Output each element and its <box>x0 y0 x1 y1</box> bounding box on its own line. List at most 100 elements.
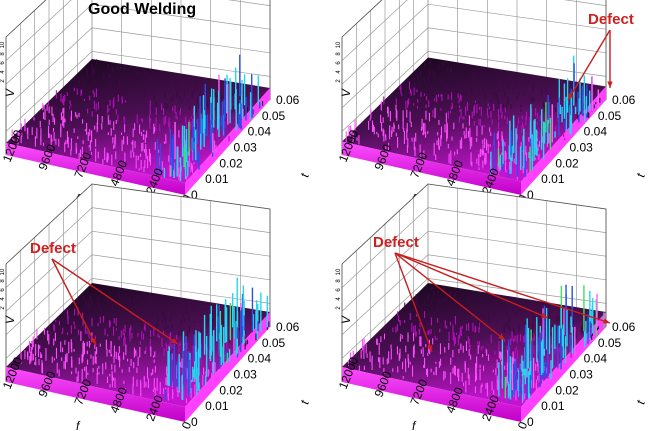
t-axis-label: t <box>297 171 312 178</box>
defect-arrow-line <box>394 252 549 319</box>
t-tick-label: 0.04 <box>584 125 608 139</box>
defect-arrow-head <box>568 93 574 100</box>
defect-label: Defect <box>30 240 76 257</box>
t-tick-label: 0.02 <box>555 156 579 170</box>
grid-line <box>5 207 271 288</box>
v-tick-label: 6 <box>0 61 6 65</box>
v-axis-label: V <box>3 88 17 97</box>
surface-peaks <box>164 277 269 401</box>
surface-spikes <box>345 58 601 180</box>
defect-arrow-head <box>427 345 433 352</box>
t-tick-label: 0.01 <box>205 172 229 186</box>
defect-arrow-line <box>394 252 433 353</box>
v-tick-label: 6 <box>0 288 6 292</box>
v-tick-label: 4 <box>336 70 342 74</box>
t-tick-label: 0.01 <box>541 172 565 186</box>
back-walls <box>341 0 607 156</box>
v-tick-label: 10 <box>0 268 6 275</box>
grid-line <box>341 51 607 132</box>
v-tick-label: 4 <box>0 297 6 301</box>
v-tick-label: 8 <box>0 52 6 56</box>
t-axis-label: t <box>633 398 648 405</box>
defect-arrow-line <box>394 252 506 341</box>
v-axis: 10 8 6 4 2 V <box>336 268 353 324</box>
t-tick-label: 0 <box>527 188 534 202</box>
grid-line <box>341 230 607 312</box>
grid-line <box>341 27 607 109</box>
v-tick-label: 10 <box>336 41 342 48</box>
surface-front <box>342 367 521 422</box>
grid-line <box>341 0 607 61</box>
t-tick-label: 0 <box>191 415 198 429</box>
t-tick-label: 0.03 <box>570 368 594 382</box>
grid-line <box>5 0 271 61</box>
surface-front <box>6 143 185 195</box>
t-tick-label: 0.01 <box>541 399 565 413</box>
grid-line <box>5 51 271 132</box>
surface-front <box>342 141 521 195</box>
wall-frame <box>341 0 607 155</box>
grid-line <box>341 207 607 288</box>
t-axis: 0 0.01 0.020.03 0.04 0.05 0.06 t <box>527 93 648 202</box>
surface-side <box>185 88 270 195</box>
v-axis-label: V <box>3 315 17 324</box>
grid-line <box>341 254 607 336</box>
surface-top <box>6 283 270 407</box>
v-tick-label: 6 <box>336 288 342 292</box>
v-tick-label: 4 <box>336 297 342 301</box>
defect-arrow-head <box>171 338 178 344</box>
t-tick-label: 0.06 <box>612 320 636 334</box>
wall-frame <box>341 183 607 382</box>
grid-line <box>5 254 271 336</box>
v-tick-label: 2 <box>336 306 342 310</box>
t-tick-label: 0.06 <box>612 93 636 107</box>
spectrum-surface <box>342 283 606 422</box>
surface-peaks <box>498 284 605 402</box>
f-axis-label: f <box>76 419 81 431</box>
f-tick-label: 0 <box>179 419 195 431</box>
v-tick-label: 2 <box>0 306 6 310</box>
surface-side <box>185 312 270 422</box>
t-axis: 0 0.01 0.020.03 0.04 0.05 0.06 t <box>191 320 312 429</box>
v-axis: 10 8 6 4 2 V <box>0 41 17 97</box>
spectrum-surface <box>6 54 270 195</box>
surface-front <box>6 367 185 422</box>
v-tick-label: 4 <box>0 70 6 74</box>
t-tick-label: 0.04 <box>248 352 272 366</box>
t-tick-label: 0 <box>527 415 534 429</box>
v-tick-label: 2 <box>336 79 342 83</box>
defect-arrow-head <box>607 81 613 88</box>
v-axis: 10 8 6 4 2 V <box>0 268 17 324</box>
t-tick-label: 0.03 <box>234 368 258 382</box>
grid-line <box>341 3 607 85</box>
t-tick-label: 0.06 <box>276 93 300 107</box>
f-axis-label: f <box>412 419 417 431</box>
v-tick-label: 10 <box>0 41 6 48</box>
surface-top <box>342 57 606 182</box>
v-axis-label: V <box>339 315 353 324</box>
defect-arrow-head <box>90 338 96 345</box>
v-tick-label: 8 <box>0 279 6 283</box>
t-tick-label: 0.02 <box>219 156 243 170</box>
t-tick-label: 0.05 <box>262 109 286 123</box>
wall-frame <box>5 183 271 382</box>
chart-panel-top-right: 1200096007200480024000f00.010.020.030.04… <box>336 0 648 206</box>
v-tick-label: 8 <box>336 279 342 283</box>
v-tick-label: 2 <box>0 79 6 83</box>
grid-line <box>5 230 271 312</box>
v-tick-label: 8 <box>336 52 342 56</box>
defect-arrow-head <box>541 312 548 318</box>
f-tick-label: 0 <box>515 419 531 431</box>
grid-line <box>5 278 271 359</box>
defect-arrow-line <box>51 258 97 346</box>
wall-frame <box>5 0 271 155</box>
v-tick-label: 6 <box>336 61 342 65</box>
t-axis-label: t <box>297 398 312 405</box>
surface-peaks <box>156 54 261 182</box>
defect-arrow-line <box>567 29 611 101</box>
panel-title: Good Welding <box>88 1 196 18</box>
t-axis: 0 0.01 0.020.03 0.04 0.05 0.06 t <box>191 93 312 202</box>
